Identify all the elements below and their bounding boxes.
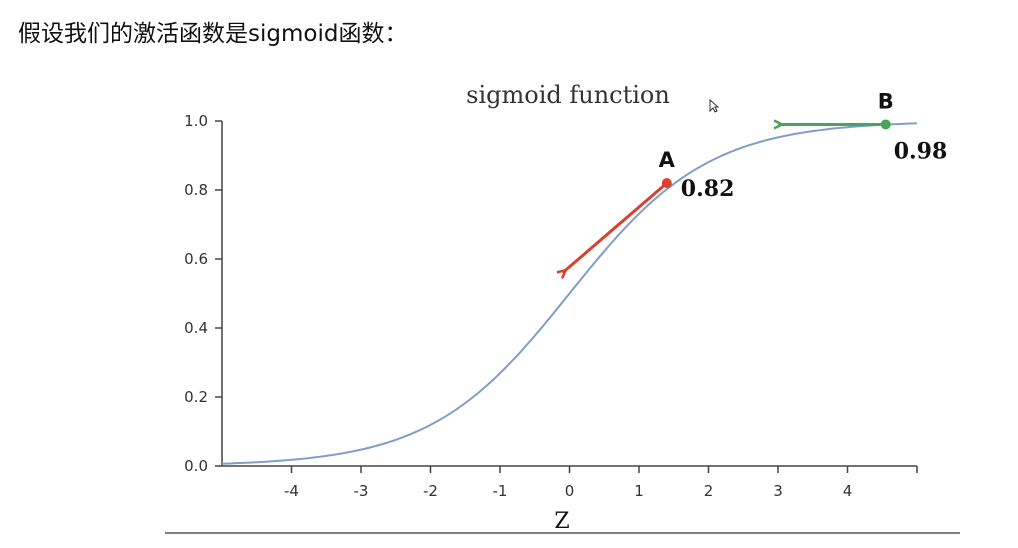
point-a [661,178,672,189]
x-tick-label: 2 [704,482,714,500]
point-value-a: 0.82 [681,176,735,202]
x-tick-label: 1 [634,482,644,500]
x-tick-label: -2 [423,482,438,500]
annotation-layer: A0.82 B 0.98 [563,89,948,273]
x-tick-label: -3 [354,482,369,500]
y-tick-label: 1.0 [184,112,208,130]
x-tick-label: -1 [493,482,508,500]
x-tick-label: 0 [565,482,575,500]
page-heading: 假设我们的激活函数是sigmoid函数： [18,21,408,47]
y-tick-label: 0.4 [184,319,208,337]
point-b [880,119,891,130]
x-tick-label: -4 [284,482,299,500]
x-axis-label: Z [554,509,569,534]
curve-layer [221,122,918,465]
sigmoid-curve [221,122,918,465]
y-tick-label: 0.2 [184,388,208,406]
mouse-cursor-icon [709,99,719,113]
x-tick-label: 3 [773,482,783,500]
gradient-arrow-a [563,181,668,273]
point-label-b: B [878,89,894,113]
y-tick-label: 0.6 [184,250,208,268]
x-tick-label: 4 [843,482,853,500]
y-tick-label: 0.0 [184,457,208,475]
point-label-a: A [659,148,676,172]
y-tick-label: 0.8 [184,181,208,199]
chart-title: sigmoid function [466,81,670,109]
point-value-b: 0.98 [894,138,948,164]
axes: 0.0 0.2 0.4 0.6 0.8 1.0 -4 -3 -2 -1 0 1 2 3 4 [184,112,918,500]
